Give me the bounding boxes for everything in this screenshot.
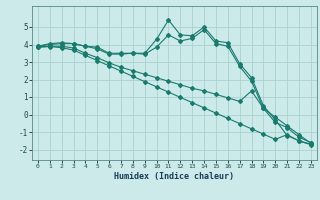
X-axis label: Humidex (Indice chaleur): Humidex (Indice chaleur) [115,172,234,181]
